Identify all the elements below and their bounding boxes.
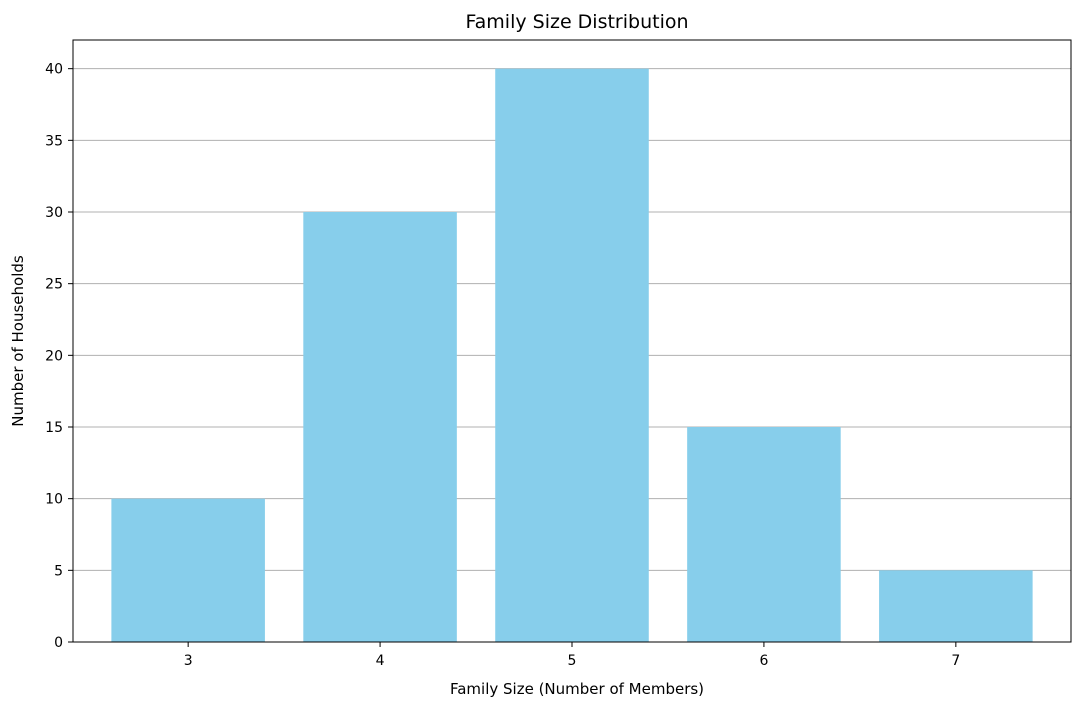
y-tick-label: 35	[45, 133, 63, 149]
y-tick-label: 30	[45, 205, 63, 221]
y-tick-label: 5	[54, 563, 63, 579]
plot-frame	[72, 39, 1072, 643]
y-axis-label: Number of Households	[9, 255, 27, 427]
x-tick-labels: 3 4 5 6 7	[184, 653, 961, 669]
y-tick-label: 0	[54, 635, 63, 651]
bars	[111, 68, 1033, 642]
bar-5	[495, 68, 649, 642]
y-tick-label: 20	[45, 348, 63, 364]
bar-6	[687, 427, 841, 642]
y-tick-label: 15	[45, 420, 63, 436]
chart-title: Family Size Distribution	[465, 11, 688, 33]
y-tick-label: 25	[45, 277, 63, 293]
x-tick-label: 7	[951, 653, 960, 669]
bar-7	[879, 570, 1033, 642]
x-tick-label: 6	[759, 653, 768, 669]
y-tick-label: 40	[45, 62, 63, 78]
bar-4	[303, 212, 457, 642]
axes	[68, 39, 1072, 647]
x-tick-label: 3	[184, 653, 193, 669]
y-tick-labels: 0 5 10 15 20 25 30 35 40	[45, 62, 63, 651]
x-tick-label: 5	[568, 653, 577, 669]
y-tick-label: 10	[45, 492, 63, 508]
x-tick-label: 4	[376, 653, 385, 669]
bar-3	[111, 498, 265, 642]
x-axis-label: Family Size (Number of Members)	[450, 680, 704, 698]
